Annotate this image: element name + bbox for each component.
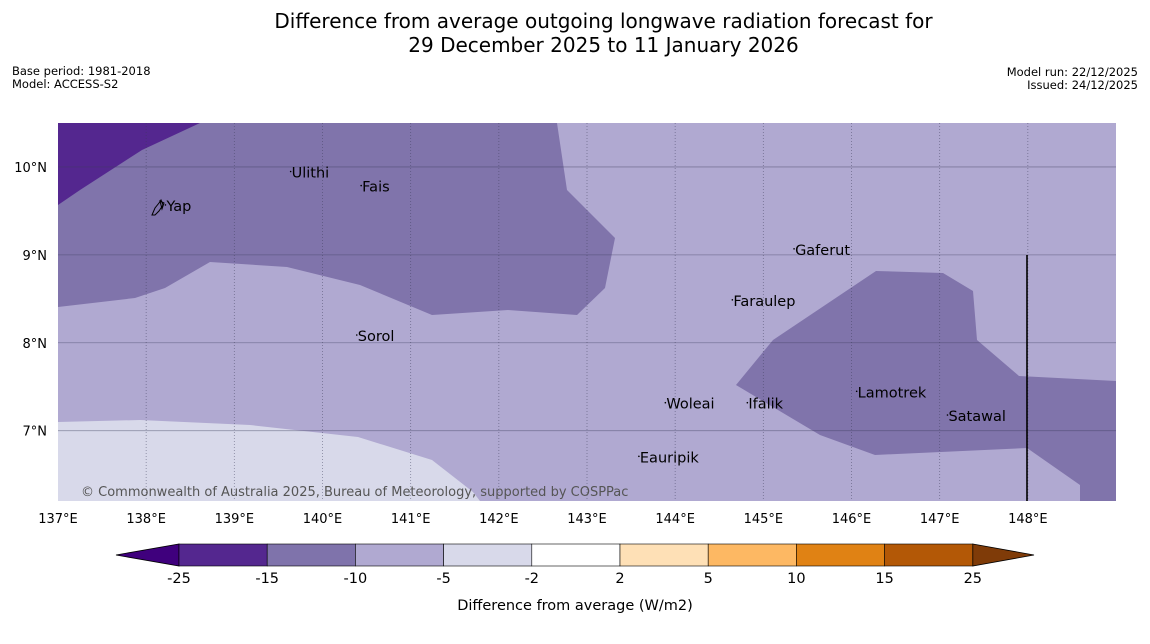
lon-tick-label: 143°E <box>567 512 607 527</box>
place-label-fais: Fais <box>362 180 389 196</box>
colorbar-tick-label: 15 <box>875 571 893 587</box>
copyright-text: © Commonwealth of Australia 2025, Bureau… <box>81 485 628 500</box>
place-label-ulithi: Ulithi <box>292 166 330 182</box>
island-marker <box>355 334 358 336</box>
island-marker <box>731 299 734 301</box>
title-line-2: 29 December 2025 to 11 January 2026 <box>408 33 799 57</box>
lon-tick-label: 146°E <box>832 512 872 527</box>
colorbar-label: Difference from average (W/m2) <box>457 598 693 614</box>
lat-tick-label: 7°N <box>23 425 48 440</box>
model-text: Model: ACCESS-S2 <box>12 77 119 91</box>
model-run-text: Model run: 22/12/2025 <box>1006 65 1138 79</box>
lon-tick-label: 145°E <box>744 512 784 527</box>
lon-tick-label: 141°E <box>391 512 431 527</box>
colorbar-extend-max <box>972 543 1035 567</box>
colorbar-tick-label: -2 <box>525 571 539 587</box>
place-label-gaferut: Gaferut <box>795 243 850 259</box>
lon-tick-label: 140°E <box>303 512 343 527</box>
title-line-1: Difference from average outgoing longwav… <box>274 9 933 33</box>
field-band-minus15-minus10-east <box>736 271 1116 501</box>
colorbar-segment <box>178 543 268 567</box>
lat-lines <box>58 166 1116 432</box>
colorbar-segment <box>531 543 621 567</box>
lat-tick-label: 10°N <box>14 161 47 176</box>
place-label-lamotrek: Lamotrek <box>858 385 927 401</box>
place-label-faraulep: Faraulep <box>733 294 795 310</box>
colorbar-segment <box>355 543 444 567</box>
lon-tick-label: 148°E <box>1008 512 1048 527</box>
place-label-eauripik: Eauripik <box>640 450 699 466</box>
colorbar-tick-label: 2 <box>615 571 624 587</box>
colorbar: -25 -15 -10 -5 -2 2 5 10 15 25 <box>115 543 1035 587</box>
lat-tick-label: 8°N <box>23 337 48 352</box>
place-label-ifalik: Ifalik <box>748 397 783 413</box>
island-marker <box>746 401 749 404</box>
colorbar-tick-label: 5 <box>704 571 713 587</box>
lon-tick-label: 139°E <box>215 512 255 527</box>
issued-text: Issued: 24/12/2025 <box>1027 78 1138 92</box>
lat-tick-label: 9°N <box>23 249 48 264</box>
place-labels: Yap Ulithi Fais Gaferut Faraulep Sorol Woleai I… <box>164 166 1006 466</box>
field-band-minus5-minus2 <box>58 420 480 501</box>
colorbar-tick-label: 10 <box>787 571 805 587</box>
island-marker <box>793 248 795 250</box>
colorbar-extend-min <box>115 543 180 567</box>
yap-island-shape <box>151 198 165 216</box>
lon-tick-label: 137°E <box>38 512 78 527</box>
field-band-minus25-minus15 <box>58 123 200 205</box>
place-label-yap: Yap <box>165 199 191 215</box>
colorbar-tick-label: -25 <box>167 571 191 587</box>
colorbar-tick-label: -10 <box>344 571 368 587</box>
colorbar-segment <box>619 543 709 567</box>
lon-tick-label: 144°E <box>655 512 695 527</box>
place-label-satawal: Satawal <box>948 409 1005 425</box>
island-marker <box>360 184 362 187</box>
island-marker <box>946 414 949 416</box>
colorbar-segment <box>796 543 885 567</box>
grid <box>145 123 1029 501</box>
map-title: Difference from average outgoing longwav… <box>0 9 1150 57</box>
place-label-sorol: Sorol <box>358 329 395 345</box>
colorbar-tick-label: -15 <box>255 571 279 587</box>
lon-tick-label: 142°E <box>479 512 519 527</box>
latitude-ticks: 10°N 9°N 8°N 7°N <box>14 161 47 440</box>
place-label-woleai: Woleai <box>666 397 714 413</box>
longitude-ticks: 137°E 138°E 139°E 140°E 141°E 142°E 143°E 144°E… <box>38 512 1047 527</box>
colorbar-segment <box>443 543 533 567</box>
lon-tick-label: 147°E <box>920 512 960 527</box>
island-marker <box>164 204 167 206</box>
colorbar-segment <box>884 543 974 567</box>
island-marker <box>638 455 640 458</box>
island-marker <box>289 170 292 173</box>
island-marker <box>664 401 667 404</box>
island-marker <box>855 390 858 393</box>
field-band-minus15-minus10-northwest <box>58 123 615 315</box>
colorbar-segment <box>266 543 356 567</box>
colorbar-segment <box>707 543 797 567</box>
info-left: Base period: 1981-2018 Model: ACCESS-S2 <box>12 65 151 91</box>
info-right: Model run: 22/12/2025 Issued: 24/12/2025 <box>1007 66 1138 92</box>
colorbar-tick-label: 25 <box>964 571 982 587</box>
colorbar-tick-label: -5 <box>436 571 450 587</box>
base-period-text: Base period: 1981-2018 <box>12 64 151 78</box>
lon-tick-label: 138°E <box>126 512 166 527</box>
